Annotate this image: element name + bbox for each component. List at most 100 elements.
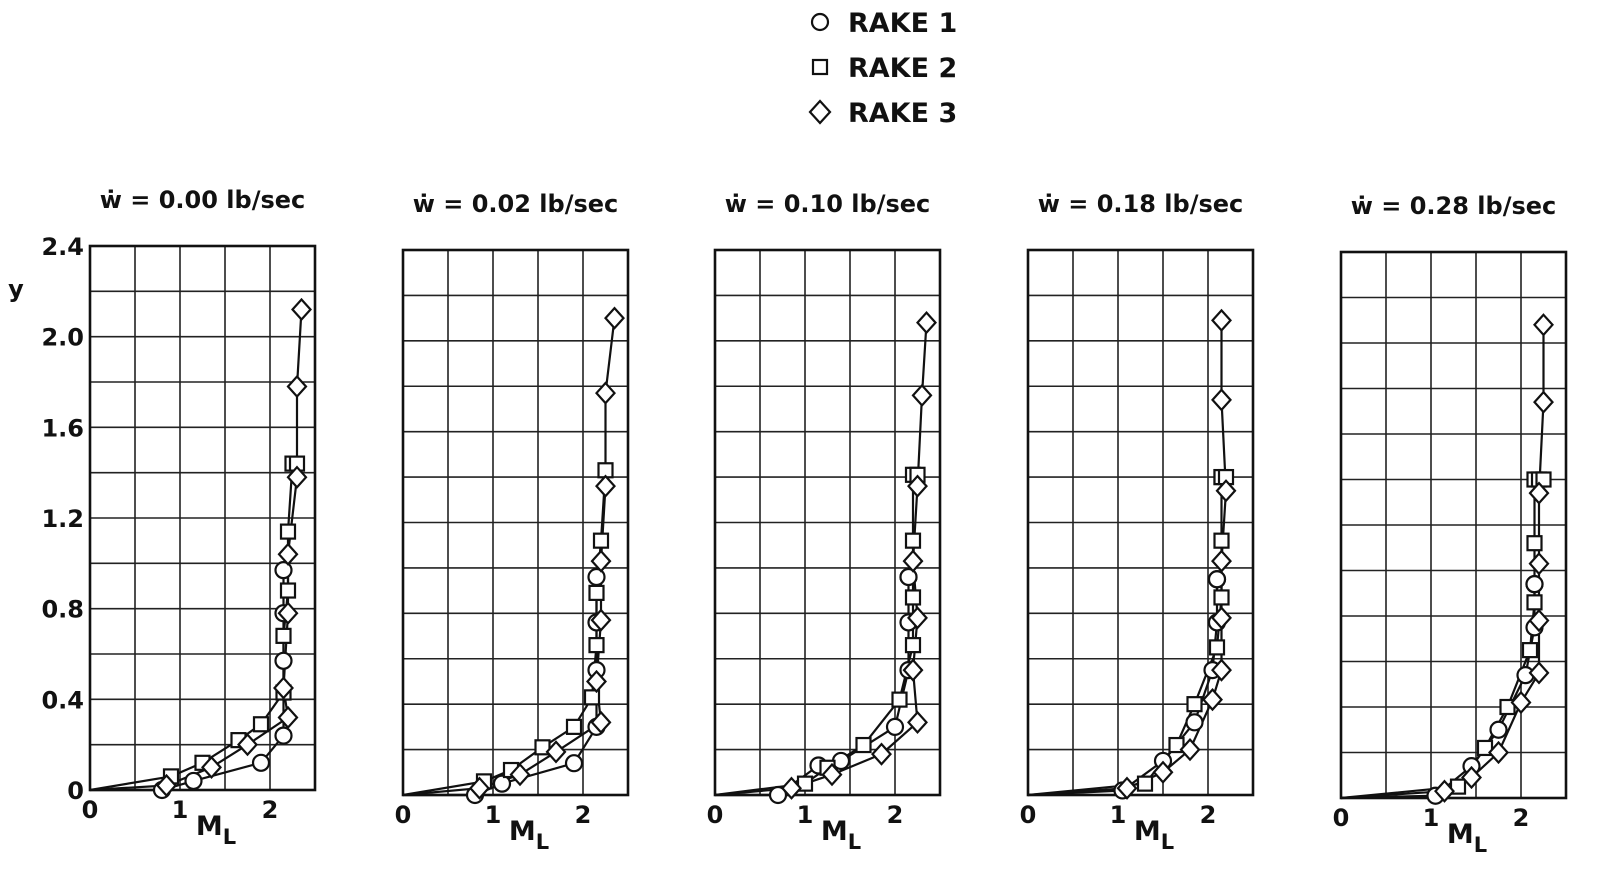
data-point-rake-2 (1213, 532, 1230, 549)
series-curve-rake-2 (89, 462, 297, 792)
data-point-rake-3 (902, 658, 924, 682)
data-point-rake-1 (1185, 713, 1204, 732)
data-point-rake-3 (604, 306, 625, 330)
data-point-rake-2 (904, 637, 922, 654)
data-point-rake-3 (277, 542, 299, 566)
series-curve-rake-3 (1340, 324, 1545, 800)
data-point-rake-3 (1528, 552, 1550, 576)
data-point-rake-3 (907, 710, 928, 734)
data-point-rake-2 (252, 716, 270, 733)
data-point-rake-3 (1116, 776, 1138, 800)
series-curve-rake-1 (1027, 579, 1219, 797)
data-point-rake-2 (592, 532, 610, 549)
x-tick-label: 2 (1200, 801, 1217, 829)
data-point-rake-3 (1434, 779, 1455, 803)
y-tick-label: 0 (67, 777, 84, 805)
x-tick-label: 1 (1110, 801, 1127, 829)
data-point-rake-3 (1211, 549, 1232, 573)
data-point-rake-3 (1179, 737, 1201, 762)
data-point-rake-2 (534, 739, 551, 756)
data-point-rake-3 (1152, 760, 1174, 784)
data-point-rake-3 (1461, 765, 1482, 790)
x-axis-label: ML (821, 816, 861, 854)
panel-w-0-02: ẇ = 0.02 lb/sec 0 1 2 ML (395, 190, 630, 854)
data-point-rake-3 (590, 549, 612, 573)
data-point-rake-3 (291, 297, 312, 322)
legend-diamond-marker (808, 99, 832, 125)
data-point-rake-3 (237, 733, 258, 757)
data-point-rake-3 (586, 669, 607, 694)
data-point-rake-3 (1488, 740, 1509, 765)
data-point-rake-3 (277, 601, 299, 625)
y-tick-label: 0.8 (41, 596, 84, 624)
x-axis-label: ML (196, 811, 236, 849)
data-point-rake-3 (1528, 608, 1550, 633)
data-point-rake-3 (201, 755, 222, 779)
data-point-rake-3 (781, 776, 802, 800)
data-point-rake-2 (1136, 775, 1154, 792)
plot-frame (1339, 250, 1568, 800)
data-point-rake-2 (1526, 594, 1543, 611)
panel-title: ẇ = 0.18 lb/sec (1038, 190, 1244, 218)
data-point-rake-1 (1489, 720, 1508, 739)
data-point-rake-2 (891, 691, 908, 708)
x-tick-label: 1 (172, 796, 189, 824)
data-point-rake-2 (796, 775, 814, 792)
data-point-rake-1 (492, 774, 512, 793)
y-tick-label: 2.0 (41, 324, 84, 352)
data-point-rake-1 (564, 754, 584, 773)
data-point-rake-3 (156, 773, 177, 798)
data-point-rake-3 (273, 676, 294, 700)
panel-title: ẇ = 0.02 lb/sec (413, 190, 619, 218)
y-tick-label: 1.2 (41, 505, 84, 533)
data-point-rake-2 (904, 532, 922, 549)
y-tick-label: 1.6 (41, 414, 84, 442)
data-point-rake-2 (904, 589, 922, 606)
data-point-rake-2 (565, 718, 583, 735)
legend-square-marker (811, 58, 829, 76)
data-point-rake-1 (251, 753, 271, 772)
data-point-rake-2 (1168, 736, 1185, 754)
data-point-rake-2 (1526, 535, 1543, 552)
data-point-rake-3 (1202, 687, 1223, 712)
data-point-rake-3 (1211, 606, 1232, 630)
data-point-rake-1 (768, 785, 788, 805)
data-point-rake-3 (1533, 390, 1554, 414)
data-point-rake-3 (1528, 661, 1550, 685)
data-point-rake-2 (1186, 696, 1203, 713)
data-point-rake-3 (286, 374, 308, 399)
panel-title: ẇ = 0.28 lb/sec (1351, 192, 1557, 220)
data-point-rake-3 (821, 762, 843, 787)
x-axis-label: ML (1134, 816, 1174, 854)
series-curve-rake-2 (1340, 478, 1544, 800)
panel-title: ẇ = 0.00 lb/sec (100, 186, 306, 214)
data-point-rake-2 (855, 736, 872, 754)
data-point-rake-1 (274, 651, 293, 670)
x-tick-label: 2 (575, 801, 592, 829)
x-tick-label: 0 (707, 801, 724, 829)
data-point-rake-2 (1521, 642, 1539, 659)
x-tick-label: 0 (1333, 804, 1350, 832)
y-tick-label: 0.4 (41, 686, 84, 714)
data-point-rake-2 (275, 627, 292, 644)
data-point-rake-2 (1213, 589, 1230, 606)
data-point-rake-3 (595, 381, 616, 405)
y-axis-label: y (8, 275, 24, 303)
data-point-rake-3 (286, 465, 308, 489)
legend: RAKE 1 RAKE 2 RAKE 3 (808, 8, 957, 129)
legend-label-rake-3: RAKE 3 (848, 98, 957, 129)
data-point-rake-3 (469, 776, 490, 800)
data-point-rake-3 (1211, 308, 1232, 333)
plot-frame (88, 244, 317, 792)
data-point-rake-3 (907, 474, 928, 498)
x-tick-label: 0 (82, 796, 99, 824)
data-point-rake-1 (1525, 575, 1544, 594)
data-point-rake-3 (590, 710, 612, 734)
data-point-rake-2 (279, 523, 297, 540)
x-tick-label: 0 (395, 801, 412, 829)
data-point-rake-1 (184, 771, 203, 791)
x-tick-label: 1 (1423, 804, 1440, 832)
x-tick-label: 0 (1020, 801, 1037, 829)
x-axis-label: ML (509, 816, 549, 854)
